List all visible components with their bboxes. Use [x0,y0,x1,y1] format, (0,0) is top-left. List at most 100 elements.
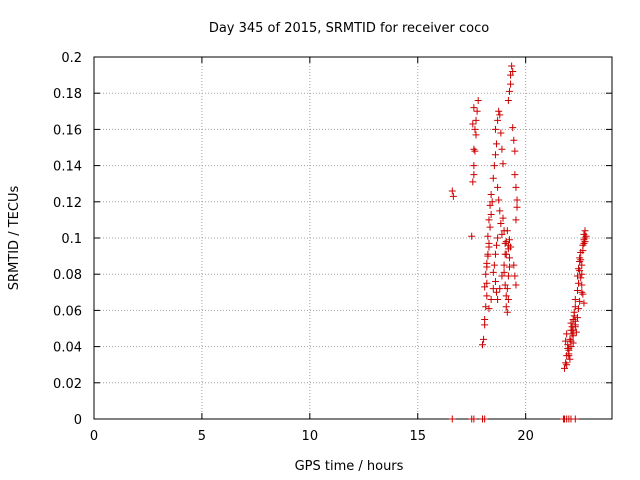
data-point [486,201,494,209]
data-point [504,272,512,280]
data-point [570,312,578,320]
data-point [582,232,590,240]
data-point [496,207,504,215]
data-point [510,136,518,144]
data-point [482,270,490,278]
data-point [498,230,506,238]
data-point [577,256,585,264]
data-point [504,96,512,104]
data-point [511,171,519,179]
data-point [486,223,494,231]
data-point [493,140,501,148]
data-point [500,261,508,269]
data-point [491,125,499,133]
grid [94,57,612,419]
data-point [500,268,508,276]
data-point [578,281,586,289]
data-point [485,216,493,224]
data-point [490,162,498,170]
y-axis-label: SRMTID / TECUs [7,186,22,291]
data-point [581,234,589,242]
data-point [513,203,521,211]
data-point [479,341,486,349]
x-tick-label: 15 [409,429,426,444]
data-point [472,131,480,139]
data-point [512,281,520,289]
data-point [507,80,515,88]
data-point [510,261,518,269]
data-point [484,232,492,240]
tick-labels: 0 5 10 15 20 0 0.02 0.04 0.06 0.08 0.1 0.12 0.14 0.16… [53,51,534,444]
data-point [578,288,586,296]
data-point [487,191,495,199]
data-point [573,286,581,294]
data-point [470,415,478,423]
x-tick-label: 10 [302,429,319,444]
data-point [502,303,510,311]
data-point [569,332,577,340]
data-point [572,328,580,336]
y-tick-label: 0.18 [53,87,82,102]
y-tick-label: 0 [74,413,82,428]
data-point [571,415,579,423]
data-point [505,87,513,95]
data-point [494,296,502,304]
data-point [470,171,478,179]
data-point [469,120,477,128]
data-point [488,198,496,206]
data-point [496,285,504,293]
y-tick-label: 0.2 [61,51,82,66]
data-point [562,359,570,367]
data-point [481,283,489,291]
data-point [501,239,509,247]
data-point [571,303,579,311]
data-point [494,234,502,242]
data-point [489,285,497,293]
data-point [571,296,579,304]
data-point [566,335,574,343]
data-point [579,247,587,255]
data-point [483,259,491,267]
data-point [509,124,517,132]
data-point [496,111,504,119]
x-tick-label: 20 [517,429,534,444]
data-point [497,129,505,137]
data-point [481,415,489,423]
data-point [448,415,456,423]
data-point [561,364,569,372]
y-tick-label: 0.04 [53,341,82,356]
data-point [470,104,478,112]
data-point [575,279,583,287]
data-point [571,323,579,331]
data-point [581,227,589,235]
data-point [472,116,480,124]
data-point [480,335,488,343]
data-point [489,268,497,276]
data-point [512,183,520,191]
y-tick-label: 0.14 [53,160,82,175]
x-axis-label: GPS time / hours [295,459,404,474]
data-point [499,160,507,168]
data-point [481,315,489,323]
y-tick-label: 0.08 [53,268,82,283]
data-point [491,250,499,258]
data-point [575,265,583,273]
data-point [473,107,481,115]
data-point [495,107,503,115]
data-point [567,343,575,351]
data-point [564,341,572,349]
data-point [499,214,507,222]
data-point [505,263,513,271]
data-point [471,125,479,133]
x-tick-label: 5 [198,429,206,444]
data-point [490,261,498,269]
data-point [502,292,510,300]
data-point [505,236,513,244]
data-point [568,330,576,338]
data-point [501,281,509,289]
data-point [470,162,478,170]
data-point [576,254,584,262]
data-point [507,71,515,79]
data-point [578,261,586,269]
data-point [507,243,515,251]
